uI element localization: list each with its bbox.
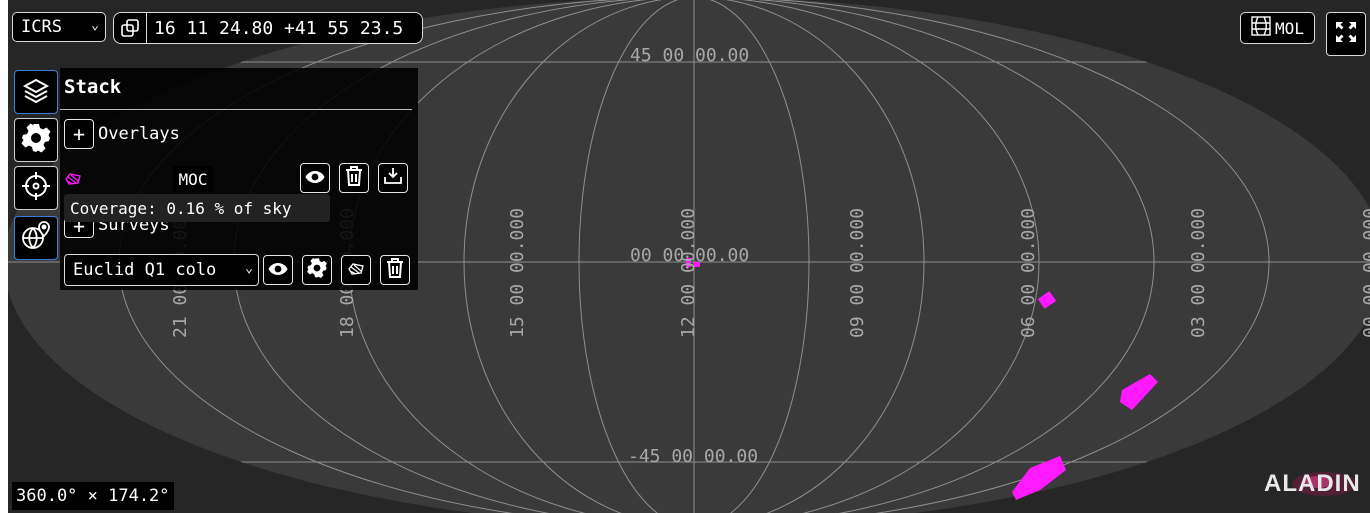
- moc-name: MOC: [173, 166, 213, 192]
- aladin-logo: ALADIN: [1262, 464, 1362, 504]
- gear-icon: [20, 122, 52, 158]
- moc-download-button[interactable]: [378, 163, 408, 193]
- layers-icon: [22, 76, 50, 108]
- download-icon: [383, 167, 403, 189]
- stack-title: Stack: [64, 76, 122, 98]
- moc-icon: [64, 171, 82, 190]
- overlays-label: Overlays: [98, 124, 180, 144]
- dec-label: 00 00 00.00: [630, 245, 749, 266]
- coverage-tooltip: Coverage: 0.16 % of sky: [64, 194, 330, 222]
- add-overlay-button[interactable]: +: [64, 119, 94, 149]
- projection-button[interactable]: MOL: [1240, 12, 1315, 44]
- stack-panel: Stack + Overlays MOC + Surveys Coverage:…: [60, 68, 418, 290]
- brand-text: ALADIN: [1264, 470, 1361, 497]
- survey-moc-button[interactable]: [341, 255, 371, 285]
- survey-select-value: Euclid Q1 colo: [73, 260, 217, 280]
- settings-button[interactable]: [14, 118, 58, 162]
- target-button[interactable]: [14, 166, 58, 210]
- survey-select[interactable]: Euclid Q1 colo ⌄: [64, 254, 259, 286]
- fullscreen-button[interactable]: [1326, 12, 1366, 56]
- copy-icon[interactable]: [114, 13, 147, 43]
- ra-label: 06 00 00.000: [1018, 208, 1039, 338]
- dec-label: 45 00 00.00: [630, 45, 749, 66]
- survey-visibility-button[interactable]: [263, 255, 293, 285]
- coordinate-value: 16 11 24.80 +41 55 23.5: [154, 17, 404, 39]
- frame-select-value: ICRS: [21, 17, 62, 37]
- eye-icon: [305, 169, 325, 188]
- ra-label: 00 00 00.000: [1360, 208, 1370, 338]
- chevron-down-icon: ⌄: [91, 18, 99, 33]
- projection-label: MOL: [1275, 18, 1304, 38]
- ra-label: 12 00 00.000: [678, 208, 699, 338]
- ra-label: 15 00 00.000: [507, 208, 528, 338]
- globe-pin-icon: [20, 220, 52, 256]
- moc-coverage: [686, 258, 1158, 500]
- grid-icon: [1251, 16, 1271, 40]
- survey-settings-button[interactable]: [302, 255, 332, 285]
- ra-label: 09 00 00.000: [847, 208, 868, 338]
- survey-delete-button[interactable]: [380, 255, 410, 285]
- trash-icon: [345, 166, 363, 190]
- stack-layers-button[interactable]: [14, 70, 58, 114]
- coordinate-input[interactable]: 16 11 24.80 +41 55 23.5: [113, 12, 423, 44]
- divider: [60, 109, 412, 110]
- eye-icon: [268, 261, 288, 280]
- fov-readout: 360.0° × 174.2°: [12, 482, 174, 510]
- ra-label: 03 00 00.000: [1188, 208, 1209, 338]
- trash-icon: [386, 258, 404, 282]
- frame-select[interactable]: ICRS ⌄: [12, 12, 106, 42]
- moc-delete-button[interactable]: [339, 163, 369, 193]
- crosshair-icon: [21, 171, 51, 205]
- fullscreen-icon: [1334, 20, 1358, 48]
- gear-icon: [306, 257, 328, 283]
- chevron-down-icon: ⌄: [245, 261, 253, 276]
- sky-menu-button[interactable]: [14, 216, 58, 260]
- moc-visibility-button[interactable]: [300, 163, 330, 193]
- dec-label: -45 00 00.00: [628, 446, 758, 467]
- moc-icon: [347, 261, 365, 280]
